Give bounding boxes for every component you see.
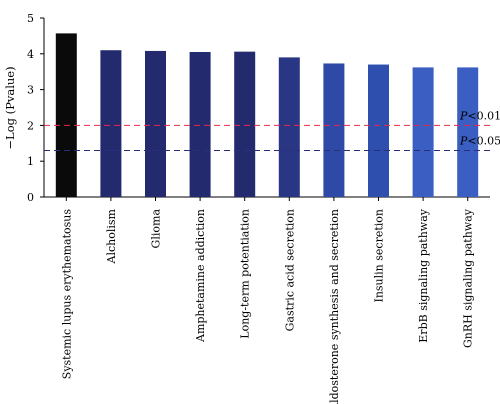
bars-group — [55, 33, 479, 198]
y-axis-label: −Log (Pvalue) — [3, 66, 17, 149]
y-tick-label: 0 — [27, 191, 34, 204]
bar — [189, 52, 211, 198]
y-tick-label: 4 — [27, 48, 34, 61]
x-tick-label: Insulin secretion — [373, 209, 386, 303]
reference-line-label: P<0.05 — [459, 134, 500, 147]
x-tick-label: ErbB signaling pathway — [417, 208, 430, 342]
category-labels: Systemic lupus erythematosus Alcholism Gli… — [60, 208, 474, 404]
bar — [234, 51, 256, 197]
x-tick-label: Glioma — [150, 209, 163, 249]
y-tick-label: 2 — [27, 119, 34, 132]
x-tick-label: Aldosterone synthesis and secretion — [328, 209, 341, 404]
y-tick-label: 3 — [27, 84, 34, 97]
bar — [323, 63, 345, 197]
reference-line-label: P<0.01 — [459, 109, 500, 122]
bar — [100, 50, 122, 197]
x-tick-label: Long-term potentiation — [239, 209, 252, 339]
bar — [145, 50, 166, 197]
reference-lines: P<0.01 P<0.05 — [44, 109, 500, 151]
x-tick-label: Gastric acid secretion — [283, 209, 296, 331]
bar — [368, 64, 389, 197]
x-tick-label: Amphetamine addiction — [194, 209, 207, 343]
x-tick-label: GnRH signaling pathway — [462, 208, 475, 348]
bar — [412, 67, 434, 198]
bar — [457, 67, 479, 198]
y-tick-label: 1 — [27, 155, 34, 168]
bar — [55, 33, 77, 198]
y-tick-label: 5 — [27, 12, 34, 25]
bar — [278, 57, 300, 197]
x-tick-label: Alcholism — [105, 208, 118, 264]
x-tick-label: Systemic lupus erythematosus — [60, 209, 73, 380]
